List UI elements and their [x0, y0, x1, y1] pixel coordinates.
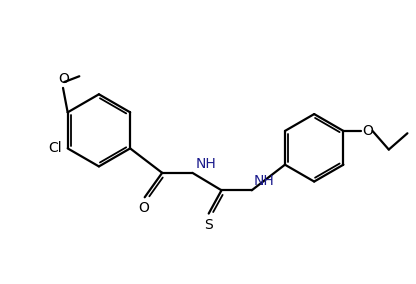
Text: O: O: [58, 72, 69, 85]
Text: NH: NH: [196, 156, 217, 170]
Text: S: S: [204, 218, 213, 232]
Text: O: O: [362, 124, 373, 138]
Text: O: O: [138, 201, 149, 215]
Text: Cl: Cl: [48, 141, 62, 155]
Text: NH: NH: [254, 174, 275, 188]
